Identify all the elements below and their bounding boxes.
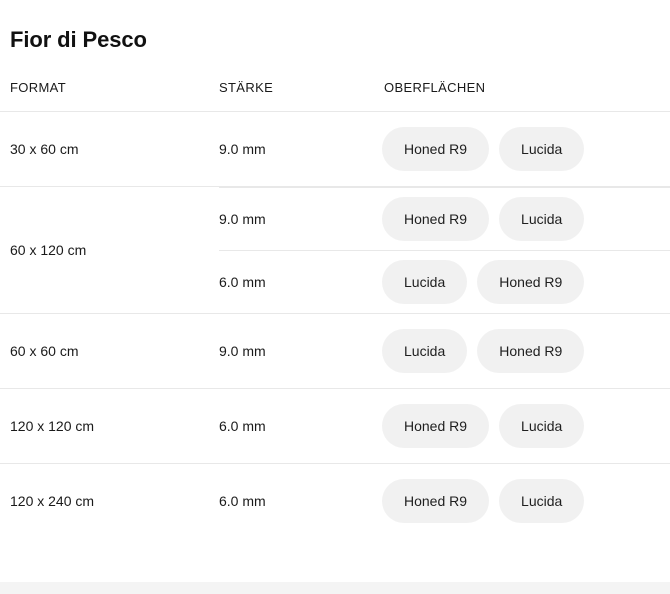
cell-format: 60 x 120 cm [10, 242, 87, 259]
surface-pill-group: Lucida Honed R9 [382, 329, 670, 374]
surface-pill-group: Honed R9 Lucida [382, 479, 670, 524]
variant-row: 6.0 mm Lucida Honed R9 [219, 250, 670, 314]
cell-thickness: 6.0 mm [219, 274, 266, 291]
variant-row: 9.0 mm Honed R9 Lucida [219, 187, 670, 251]
surface-pill-group: Honed R9 Lucida [382, 404, 670, 449]
table-row: 60 x 120 cm 9.0 mm Honed R9 Lucida 6.0 mm Luc… [0, 186, 670, 314]
cell-thickness: 6.0 mm [219, 493, 266, 510]
cell-surfaces: Honed R9 Lucida [382, 464, 670, 539]
cell-surfaces: Lucida Honed R9 [382, 314, 670, 389]
cell-format: 120 x 120 cm [10, 418, 95, 435]
cell-thickness: 6.0 mm [219, 418, 266, 435]
table-row: 120 x 120 cm 6.0 mm Honed R9 Lucida [0, 388, 670, 464]
surface-pill[interactable]: Honed R9 [382, 127, 490, 172]
page-title: Fior di Pesco [10, 27, 147, 52]
variant-subtable: 9.0 mm Honed R9 Lucida 6.0 mm Lucida Honed R9 [219, 187, 670, 313]
surface-pill[interactable]: Lucida [499, 127, 585, 172]
specification-table: FORMAT STÄRKE OBERFLÄCHEN 30 x 60 cm 9.0 … [0, 80, 670, 538]
surface-pill[interactable]: Honed R9 [477, 329, 585, 374]
surface-pill[interactable]: Lucida [499, 197, 585, 242]
cell-surfaces: Honed R9 Lucida [382, 389, 670, 464]
column-header-surfaces: OBERFLÄCHEN [384, 80, 486, 96]
cell-variant-group: 9.0 mm Honed R9 Lucida 6.0 mm Lucida Honed R9 [219, 187, 670, 314]
cell-thickness: 9.0 mm [219, 343, 266, 360]
cell-surfaces: Honed R9 Lucida [382, 188, 670, 251]
cell-surfaces: Honed R9 Lucida [382, 112, 670, 187]
table-body: 30 x 60 cm 9.0 mm Honed R9 Lucida 60 x 120 c… [0, 111, 670, 539]
column-header-thickness: STÄRKE [219, 80, 274, 96]
table-row: 30 x 60 cm 9.0 mm Honed R9 Lucida [0, 111, 670, 187]
table-header-row: FORMAT STÄRKE OBERFLÄCHEN [0, 80, 670, 112]
table-header: FORMAT STÄRKE OBERFLÄCHEN [0, 80, 670, 112]
surface-pill[interactable]: Lucida [499, 404, 585, 449]
surface-pill[interactable]: Honed R9 [382, 197, 490, 242]
column-header-format: FORMAT [10, 80, 67, 96]
surface-pill[interactable]: Honed R9 [477, 260, 585, 305]
table-row: 60 x 60 cm 9.0 mm Lucida Honed R9 [0, 313, 670, 389]
surface-pill[interactable]: Lucida [499, 479, 585, 524]
cell-thickness: 9.0 mm [219, 141, 266, 158]
table-row: 120 x 240 cm 6.0 mm Honed R9 Lucida [0, 463, 670, 539]
cell-format: 120 x 240 cm [10, 493, 95, 510]
surface-pill-group: Honed R9 Lucida [382, 197, 670, 242]
cell-format: 60 x 60 cm [10, 343, 79, 360]
cell-thickness: 9.0 mm [219, 211, 266, 228]
surface-pill[interactable]: Lucida [382, 329, 468, 374]
surface-pill[interactable]: Honed R9 [382, 404, 490, 449]
surface-pill[interactable]: Lucida [382, 260, 468, 305]
cell-surfaces: Lucida Honed R9 [382, 251, 670, 314]
cell-format: 30 x 60 cm [10, 141, 79, 158]
surface-pill[interactable]: Honed R9 [382, 479, 490, 524]
bottom-band [0, 582, 670, 594]
surface-pill-group: Lucida Honed R9 [382, 260, 670, 305]
surface-pill-group: Honed R9 Lucida [382, 127, 670, 172]
